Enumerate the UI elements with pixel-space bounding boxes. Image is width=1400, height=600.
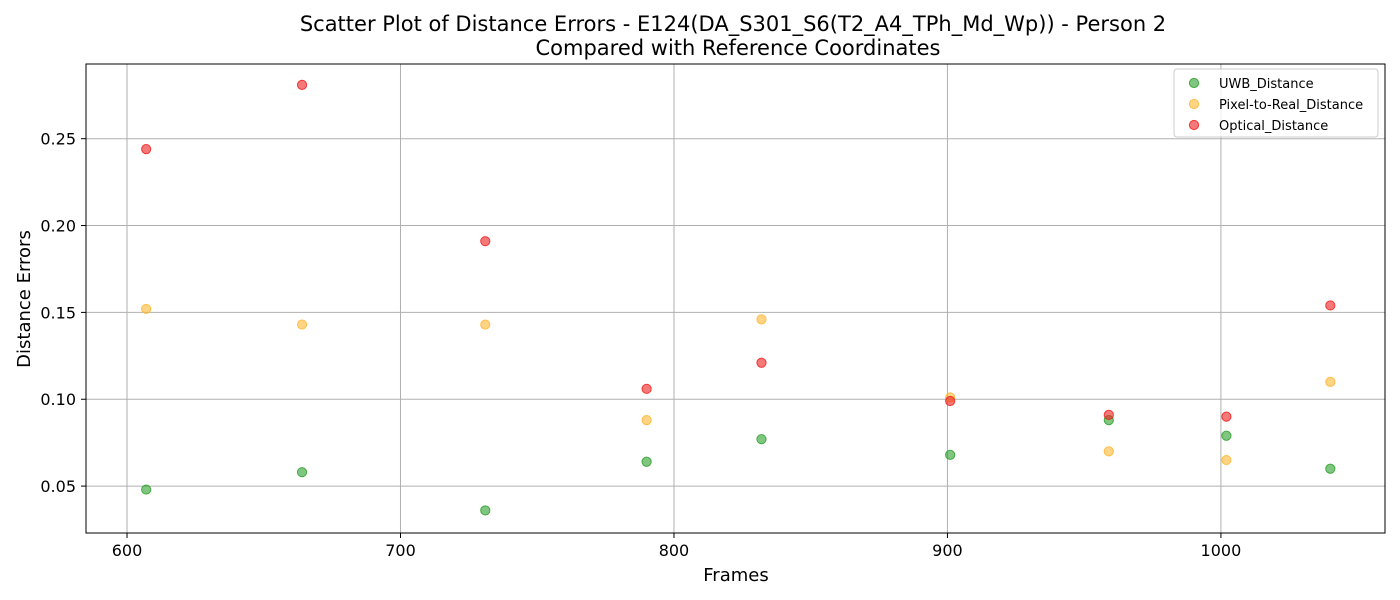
y-tick-label: 0.15 bbox=[40, 303, 76, 322]
data-point bbox=[480, 505, 491, 516]
data-point bbox=[1221, 411, 1232, 422]
data-point bbox=[756, 434, 767, 445]
series-optical-distance bbox=[141, 79, 1336, 422]
data-point bbox=[1325, 463, 1336, 474]
x-tick-label: 800 bbox=[659, 541, 690, 560]
legend-marker bbox=[1188, 77, 1200, 89]
data-point bbox=[1221, 454, 1232, 466]
data-point bbox=[1325, 300, 1336, 311]
x-tick-label: 900 bbox=[932, 541, 963, 560]
data-point bbox=[141, 484, 152, 495]
data-point bbox=[1221, 430, 1232, 441]
data-point bbox=[641, 414, 652, 426]
data-point bbox=[480, 319, 491, 330]
data-point bbox=[945, 449, 956, 460]
grid bbox=[86, 64, 1385, 533]
data-point bbox=[945, 395, 956, 407]
plot-area-frame bbox=[85, 63, 1386, 534]
data-point bbox=[141, 144, 152, 155]
data-point bbox=[1103, 409, 1114, 420]
chart-title: Scatter Plot of Distance Errors - E124(D… bbox=[300, 12, 1166, 37]
data-point bbox=[296, 467, 308, 478]
data-point bbox=[141, 303, 152, 315]
x-tick-label: 700 bbox=[385, 541, 416, 560]
data-point bbox=[641, 383, 652, 394]
legend: UWB_Distance Pixel-to-Real_Distance Optica… bbox=[1173, 68, 1379, 138]
data-point bbox=[296, 79, 308, 90]
y-tick-label: 0.05 bbox=[40, 477, 76, 496]
y-tick-label: 0.25 bbox=[40, 130, 76, 149]
data-point bbox=[756, 314, 767, 325]
y-axis-label: Distance Errors bbox=[14, 230, 35, 368]
data-point bbox=[480, 236, 491, 247]
legend-label: Optical_Distance bbox=[1219, 119, 1328, 134]
data-point bbox=[756, 357, 767, 368]
data-point bbox=[1325, 376, 1336, 387]
legend-marker bbox=[1188, 119, 1200, 131]
legend-label: UWB_Distance bbox=[1219, 77, 1314, 92]
x-axis-label: Frames bbox=[703, 565, 768, 586]
y-tick-label: 0.20 bbox=[40, 217, 76, 236]
legend-marker bbox=[1188, 98, 1200, 110]
data-point bbox=[641, 456, 652, 467]
x-tick-label: 1000 bbox=[1201, 541, 1242, 560]
series-pixel-to-real-distance bbox=[141, 303, 1336, 466]
data-points bbox=[141, 79, 1336, 516]
y-tick-label: 0.10 bbox=[40, 390, 76, 409]
series-uwb-distance bbox=[141, 414, 1336, 516]
chart-subtitle: Compared with Reference Coordinates bbox=[536, 36, 941, 60]
legend-box bbox=[1173, 68, 1379, 138]
data-point bbox=[1103, 446, 1114, 457]
data-point bbox=[296, 319, 308, 330]
legend-label: Pixel-to-Real_Distance bbox=[1219, 98, 1363, 113]
axis-ticks: 600 700 800 900 1000 0.05 0.10 0.15 0.20 0.25 bbox=[40, 130, 1241, 560]
x-tick-label: 600 bbox=[112, 541, 143, 560]
